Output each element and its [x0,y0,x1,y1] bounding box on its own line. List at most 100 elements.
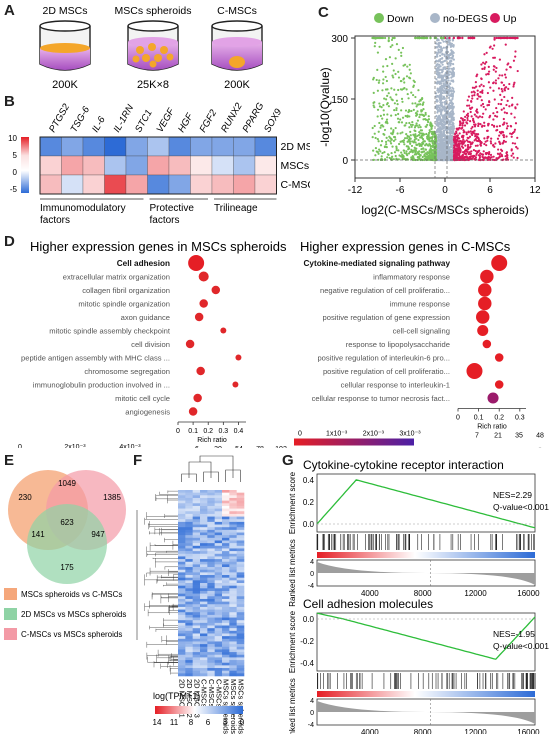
volcano-point [462,110,465,113]
f-heat-cell [192,654,201,658]
f-heat-cell [214,513,223,517]
go-bubble [211,285,221,295]
rank-ylabel: Ranked list metrics [288,539,297,607]
volcano-point [447,57,450,60]
volcano-point [396,117,400,120]
volcano-point [440,84,443,87]
f-heat-cell [222,598,230,602]
volcano-point [500,81,504,84]
f-scale-tick: 6 [206,718,211,727]
f-heat-cell [200,508,208,512]
volcano-point [480,99,483,102]
volcano-point [478,85,481,88]
f-heat-cell [178,625,186,629]
volcano-point [400,79,403,83]
volcano-point [397,48,400,51]
f-heat-cell [178,529,186,533]
volcano-point [414,129,417,133]
volcano-point [461,146,465,149]
f-heat-cell [178,548,186,552]
volcano-point [392,158,395,161]
volcano-point [403,137,407,140]
rank-xtick: 16000 [517,589,540,598]
volcano-point [495,125,499,128]
volcano-point [439,45,442,48]
f-heat-cell [236,588,245,592]
volcano-point [457,140,461,143]
panel-e-venn: 230 1049 1385 623 141 947 175 MSCs spher… [4,470,126,640]
go-bubble [466,363,483,379]
volcano-point [448,86,452,90]
volcano-point [465,155,468,158]
volcano-point [403,81,406,84]
volcano-point [461,117,464,120]
f-heat-cell [214,612,223,616]
venn-legend-2: 2D MSCs vs MSCs spheroids [21,610,126,619]
volcano-point [414,36,417,40]
volcano-point [410,148,413,151]
f-heat-cell [236,500,245,504]
heatmap-cell [125,136,148,157]
f-heat-cell [185,604,193,608]
f-heat-cell [236,646,245,650]
f-heat-cell [214,537,223,541]
volcano-point [384,75,387,79]
venn-n-230: 230 [18,493,32,502]
f-heat-cell [185,580,193,584]
go-bubble [491,255,508,271]
f-heat-cell [207,641,215,645]
heatmap-row-label: MSCs spheroids [281,160,311,172]
f-heat-cell [200,505,208,509]
volcano-point [450,149,453,152]
volcano-point [486,104,489,107]
f-heat-cell [185,559,193,563]
volcano-point [479,144,483,147]
volcano-point [444,136,447,139]
volcano-point [473,129,476,132]
f-heat-cell [185,553,193,557]
volcano-point [485,51,488,54]
volcano-point [383,36,387,40]
volcano-point [444,40,448,43]
f-heat-cell [236,561,245,565]
volcano-point [466,136,469,139]
volcano-point [415,147,418,150]
volcano-point [411,158,415,162]
volcano-point [496,137,500,140]
f-heat-cell [192,540,201,544]
f-heat-cell [214,529,223,533]
legend-down-dot [374,13,384,23]
volcano-point [441,38,444,41]
volcano-point [385,118,389,121]
volcano-point [468,157,471,161]
gene-label: VEGF [155,106,178,135]
f-heat-cell [178,590,186,594]
f-heat-cell [200,511,208,515]
volcano-point [478,154,482,157]
f-column-label: 2D MSCs-1 [178,679,187,718]
volcano-point [444,155,447,159]
volcano-point [417,134,421,137]
volcano-point [503,73,507,76]
volcano-point [418,100,421,103]
volcano-point [456,134,460,137]
volcano-point [480,63,483,66]
volcano-point [441,53,444,56]
volcano-point [462,151,465,154]
volcano-point [440,74,443,77]
f-heat-cell [185,583,193,586]
f-heat-cell [178,660,186,664]
f-heat-cell [178,612,186,616]
volcano-point [502,117,505,121]
f-heat-cell [207,492,215,496]
volcano-point [444,46,448,49]
volcano-point [498,131,502,134]
volcano-point [475,109,478,113]
f-heat-cell [214,638,223,642]
f-heat-cell [236,553,245,557]
f-heat-cell [214,617,223,621]
f-heat-cell [207,654,215,658]
volcano-point [483,142,486,146]
volcano-point [452,62,455,66]
panel-label-f: F [133,452,143,469]
